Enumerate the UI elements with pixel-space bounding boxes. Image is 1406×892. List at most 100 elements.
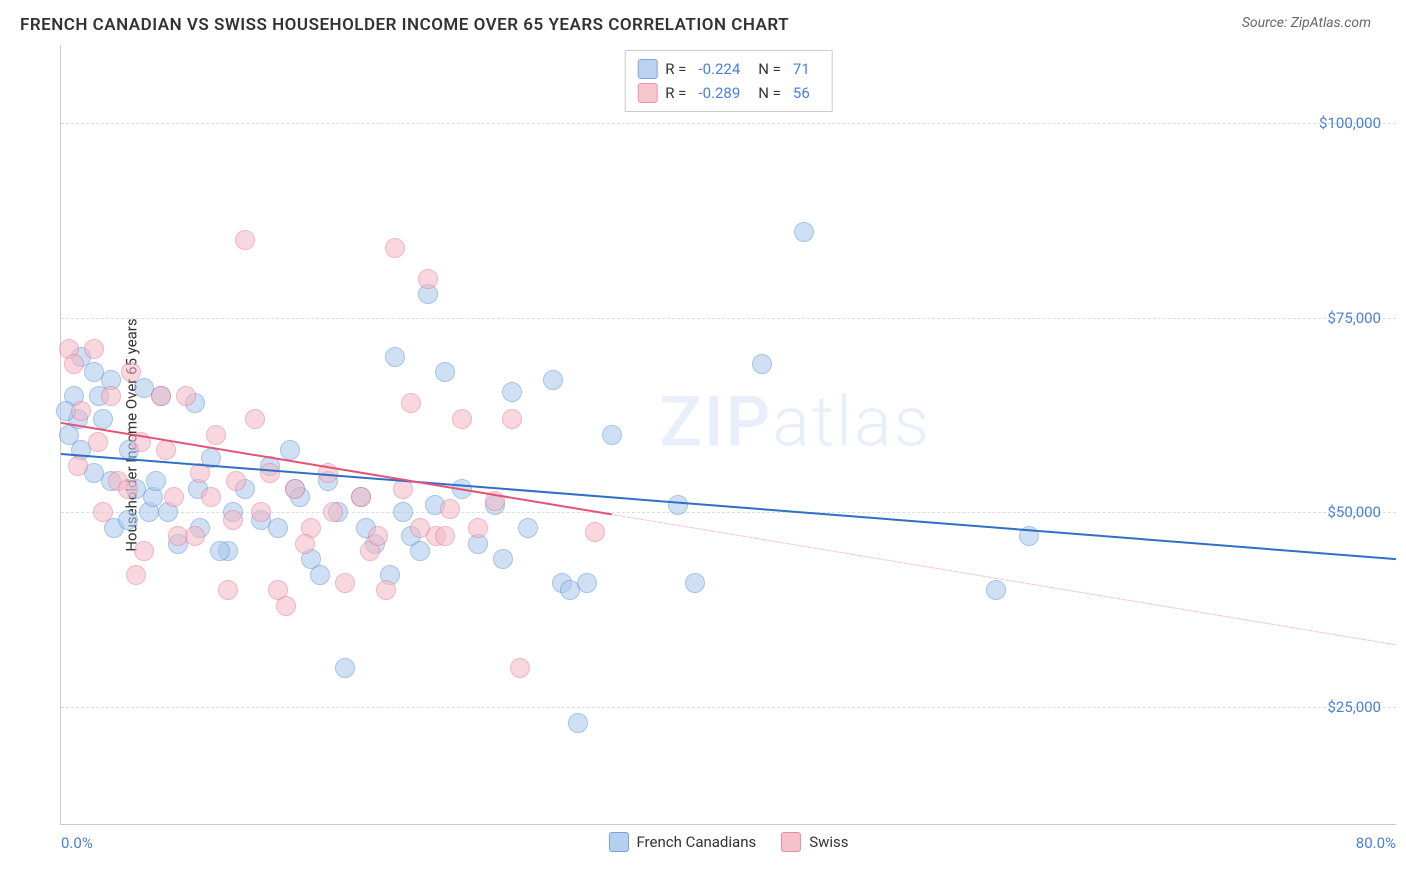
scatter-point bbox=[176, 386, 196, 406]
scatter-point bbox=[93, 409, 113, 429]
scatter-point bbox=[251, 502, 271, 522]
scatter-point bbox=[235, 230, 255, 250]
scatter-point bbox=[668, 495, 688, 515]
legend-series-item: Swiss bbox=[781, 832, 848, 852]
scatter-point bbox=[64, 354, 84, 374]
scatter-point bbox=[452, 479, 472, 499]
scatter-point bbox=[385, 347, 405, 367]
scatter-point bbox=[285, 479, 305, 499]
scatter-point bbox=[602, 425, 622, 445]
legend-n-label: N = bbox=[758, 60, 781, 78]
scatter-point bbox=[156, 440, 176, 460]
gridline bbox=[61, 123, 1396, 124]
scatter-point bbox=[185, 526, 205, 546]
scatter-point bbox=[543, 370, 563, 390]
scatter-point bbox=[452, 409, 472, 429]
scatter-point bbox=[190, 463, 210, 483]
plot-area: ZIPatlas R =-0.224N =71R =-0.289N =56 Fr… bbox=[60, 45, 1396, 825]
legend-correlation: R =-0.224N =71R =-0.289N =56 bbox=[624, 50, 833, 112]
scatter-point bbox=[164, 487, 184, 507]
scatter-point bbox=[435, 526, 455, 546]
y-tick-label: $25,000 bbox=[1327, 698, 1381, 716]
gridline bbox=[61, 318, 1396, 319]
scatter-point bbox=[568, 713, 588, 733]
scatter-point bbox=[1019, 526, 1039, 546]
legend-series: French Canadians Swiss bbox=[608, 832, 848, 852]
scatter-point bbox=[335, 573, 355, 593]
scatter-point bbox=[510, 658, 530, 678]
watermark-light: atlas bbox=[772, 381, 931, 463]
legend-r-label: R = bbox=[665, 60, 686, 78]
scatter-point bbox=[118, 479, 138, 499]
scatter-point bbox=[435, 362, 455, 382]
scatter-point bbox=[71, 401, 91, 421]
scatter-point bbox=[401, 393, 421, 413]
scatter-point bbox=[440, 499, 460, 519]
legend-swatch bbox=[637, 83, 657, 103]
scatter-point bbox=[295, 534, 315, 554]
scatter-point bbox=[393, 502, 413, 522]
scatter-point bbox=[518, 518, 538, 538]
legend-swatch bbox=[608, 832, 628, 852]
legend-series-label: Swiss bbox=[809, 833, 848, 851]
watermark: ZIPatlas bbox=[659, 381, 931, 463]
scatter-point bbox=[323, 502, 343, 522]
scatter-point bbox=[585, 522, 605, 542]
scatter-point bbox=[226, 471, 246, 491]
scatter-point bbox=[502, 409, 522, 429]
scatter-point bbox=[268, 518, 288, 538]
scatter-point bbox=[368, 526, 388, 546]
scatter-point bbox=[485, 491, 505, 511]
scatter-point bbox=[376, 580, 396, 600]
scatter-point bbox=[418, 269, 438, 289]
scatter-point bbox=[131, 432, 151, 452]
x-tick-label: 80.0% bbox=[1356, 834, 1396, 852]
scatter-point bbox=[218, 580, 238, 600]
scatter-point bbox=[68, 456, 88, 476]
scatter-point bbox=[206, 425, 226, 445]
legend-swatch bbox=[637, 59, 657, 79]
scatter-point bbox=[577, 573, 597, 593]
scatter-point bbox=[493, 549, 513, 569]
scatter-point bbox=[410, 541, 430, 561]
scatter-point bbox=[310, 565, 330, 585]
scatter-point bbox=[280, 440, 300, 460]
legend-r-label: R = bbox=[665, 84, 686, 102]
scatter-point bbox=[210, 541, 230, 561]
y-tick-label: $75,000 bbox=[1327, 309, 1381, 327]
legend-n-label: N = bbox=[758, 84, 781, 102]
scatter-point bbox=[276, 596, 296, 616]
scatter-point bbox=[151, 386, 171, 406]
scatter-point bbox=[84, 362, 104, 382]
scatter-point bbox=[335, 658, 355, 678]
scatter-point bbox=[88, 432, 108, 452]
scatter-point bbox=[223, 510, 243, 530]
legend-n-value: 71 bbox=[793, 60, 810, 78]
scatter-point bbox=[468, 518, 488, 538]
scatter-point bbox=[794, 222, 814, 242]
y-tick-label: $100,000 bbox=[1319, 114, 1381, 132]
scatter-point bbox=[121, 362, 141, 382]
watermark-strong: ZIP bbox=[659, 381, 772, 463]
scatter-point bbox=[101, 386, 121, 406]
chart-title: FRENCH CANADIAN VS SWISS HOUSEHOLDER INC… bbox=[20, 15, 789, 35]
scatter-point bbox=[118, 510, 138, 530]
gridline bbox=[61, 707, 1396, 708]
scatter-point bbox=[84, 339, 104, 359]
legend-r-value: -0.289 bbox=[698, 84, 740, 102]
legend-swatch bbox=[781, 832, 801, 852]
scatter-point bbox=[126, 565, 146, 585]
scatter-point bbox=[245, 409, 265, 429]
scatter-point bbox=[685, 573, 705, 593]
chart-container: Householder Income Over 65 years ZIPatla… bbox=[50, 45, 1396, 825]
legend-correlation-row: R = -0.224 N = 71 bbox=[637, 57, 820, 81]
y-tick-label: $50,000 bbox=[1327, 503, 1381, 521]
scatter-point bbox=[146, 471, 166, 491]
scatter-point bbox=[93, 502, 113, 522]
legend-r-value: -0.224 bbox=[698, 60, 740, 78]
scatter-point bbox=[752, 354, 772, 374]
legend-series-label: French Canadians bbox=[636, 833, 756, 851]
scatter-point bbox=[201, 487, 221, 507]
scatter-point bbox=[351, 487, 371, 507]
scatter-point bbox=[986, 580, 1006, 600]
